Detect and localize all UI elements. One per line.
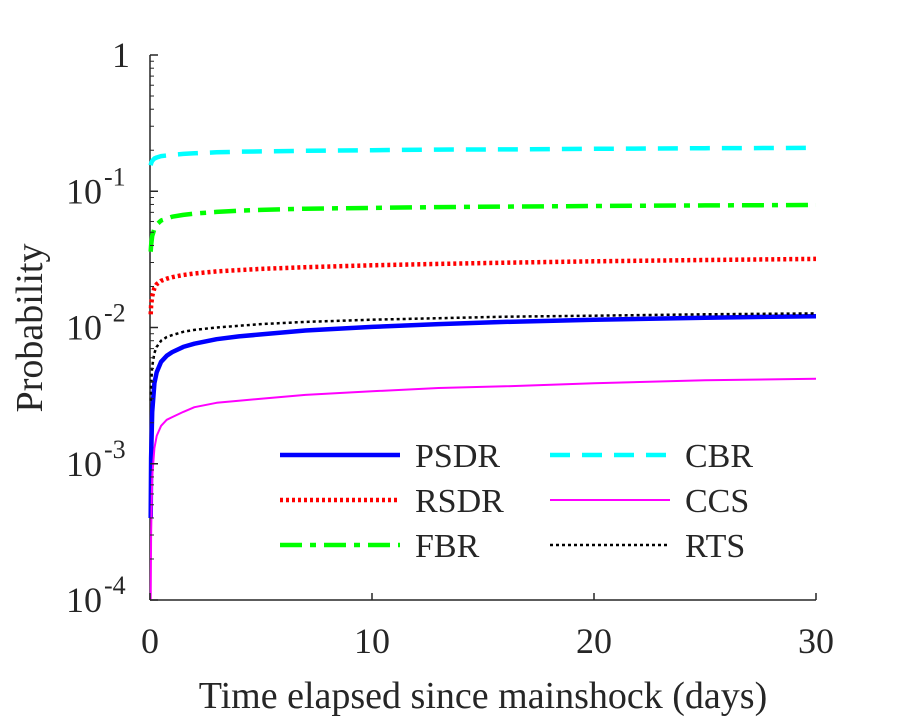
legend-label-ccs: CCS [685, 483, 749, 520]
series-line-rts [149, 312, 817, 401]
legend-label-rsdr: RSDR [415, 483, 504, 520]
x-axis-ticks: 0 10 20 30 [141, 593, 834, 661]
legend-label-cbr: CBR [685, 438, 753, 475]
y-tick-exponent: -3 [104, 435, 126, 464]
legend: PSDR RSDR FBR CBR CCS RTS [280, 438, 753, 565]
y-tick-exponent: -1 [104, 162, 126, 191]
x-tick-label: 30 [798, 621, 834, 661]
y-tick-label: 1 [112, 35, 130, 75]
x-tick-label: 0 [141, 621, 159, 661]
y-tick-label: 10 [66, 580, 102, 620]
legend-label-fbr: FBR [415, 528, 480, 565]
x-tick-label: 10 [354, 621, 390, 661]
series-line-psdr [148, 313, 817, 519]
y-tick-exponent: -4 [104, 571, 126, 600]
y-tick-label: 10 [66, 308, 102, 348]
y-tick-label: 10 [66, 171, 102, 211]
x-tick-label: 20 [576, 621, 612, 661]
x-axis-label: Time elapsed since mainshock (days) [199, 675, 767, 717]
series-line-ccs [149, 377, 817, 601]
series-line-rsdr [148, 256, 817, 315]
series-line-fbr [148, 202, 817, 252]
y-axis-label: Probability [9, 244, 51, 413]
series-layer [148, 145, 817, 601]
y-tick-exponent: -2 [104, 299, 126, 328]
y-tick-label: 10 [66, 444, 102, 484]
series-line-cbr [148, 145, 817, 166]
y-axis-ticks: 10 -410 -310 -210 -11 [66, 35, 158, 620]
legend-label-psdr: PSDR [415, 438, 500, 475]
legend-label-rts: RTS [685, 528, 745, 565]
